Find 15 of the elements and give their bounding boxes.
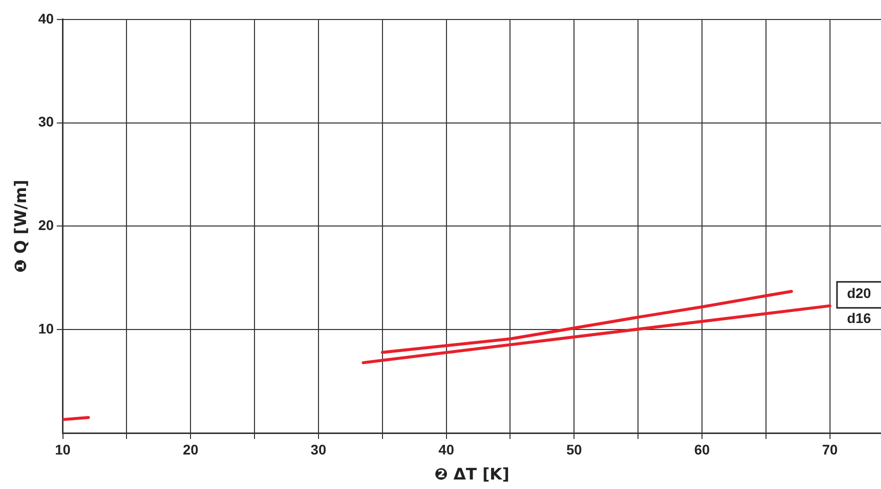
x-tick-label: 40 xyxy=(438,441,454,458)
y-tick-label: 20 xyxy=(38,217,54,234)
x-tick-label: 10 xyxy=(54,441,71,458)
y-tick-label: 10 xyxy=(38,320,54,336)
series-label: d16 xyxy=(846,310,872,326)
x-tick-label: 60 xyxy=(694,441,710,458)
x-axis-title: ❷ ΔT [K] xyxy=(434,464,510,484)
y-axis-title: ❶ Q [W/m] xyxy=(10,180,30,273)
y-tick-label: 40 xyxy=(38,10,54,26)
x-tick-label: 20 xyxy=(182,441,199,458)
text: d20 xyxy=(846,284,872,301)
y-tick-label: 30 xyxy=(38,114,54,130)
x-tick-label: 70 xyxy=(822,441,838,458)
x-tick-label: 30 xyxy=(310,441,326,458)
x-tick-label: 50 xyxy=(566,441,582,458)
